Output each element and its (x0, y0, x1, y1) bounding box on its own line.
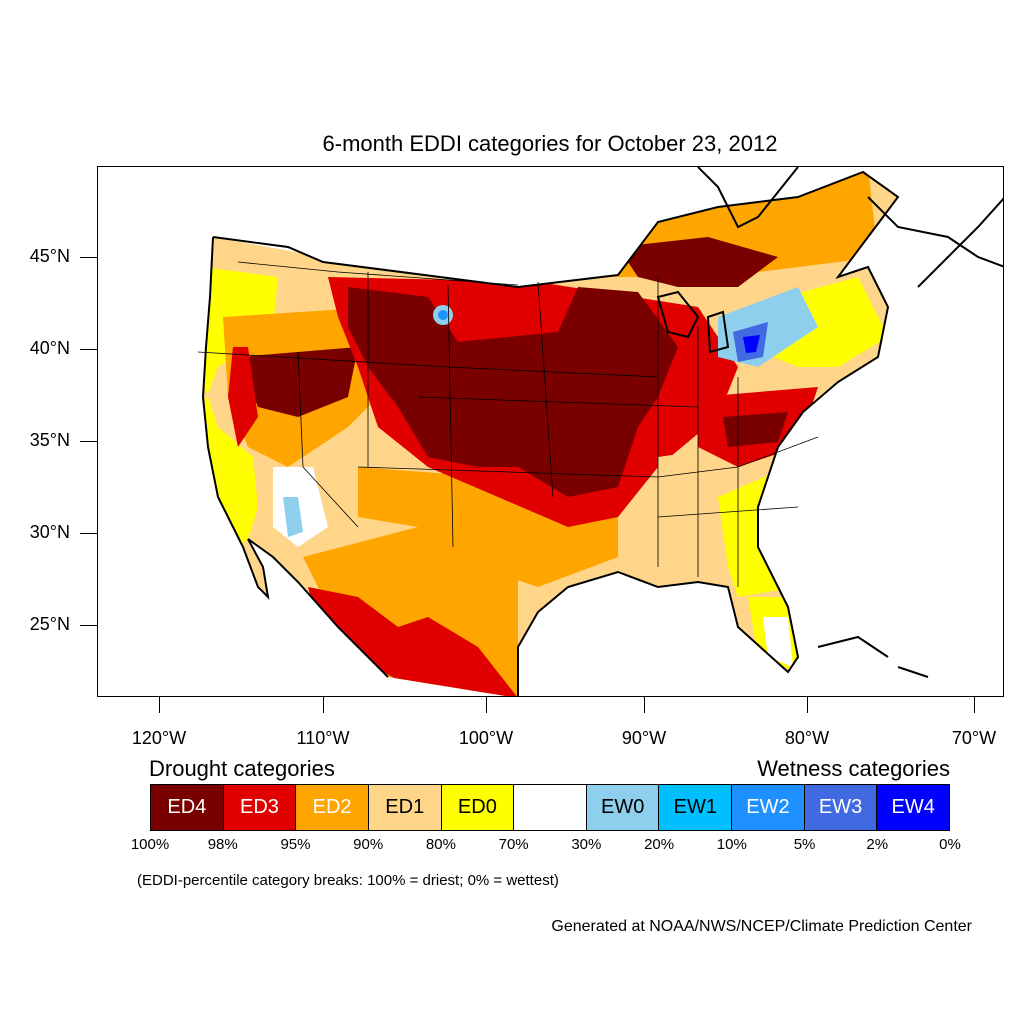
lon-label-120: 120°W (131, 728, 187, 748)
legend-percentile-label: 98% (207, 836, 238, 853)
legend-percentile-label: 70% (498, 836, 529, 853)
legend-colorbar: ED4 ED3 ED2 ED1 ED0 EW0 EW1 EW2 EW3 EW4 (150, 784, 950, 831)
legend-cell-ew4: EW4 (877, 785, 950, 830)
lon-label-100: 100°W (458, 728, 514, 748)
region-florida-ew0 (763, 617, 793, 667)
legend-percentile-label: 30% (571, 836, 602, 853)
lon-label-110: 110°W (296, 728, 350, 748)
region-mexico-ed3 (308, 587, 518, 696)
canada-coast (697, 167, 1003, 288)
legend-percentile-label: 5% (793, 836, 816, 853)
lat-tick-35 (80, 441, 97, 442)
lon-label-80: 80°W (784, 728, 830, 748)
legend-cell-ew3: EW3 (804, 785, 878, 830)
lat-label-45: 45°N (29, 246, 70, 266)
state-borders (197, 261, 819, 587)
legend-cell-ed2: ED2 (296, 785, 369, 830)
lon-tick-120 (159, 697, 160, 713)
region-montana-ew2 (438, 310, 448, 320)
lat-label-30: 30°N (29, 522, 70, 542)
legend-cell-ew2: EW2 (732, 785, 805, 830)
lon-label-70: 70°W (951, 728, 997, 748)
region-lakes-ed4 (618, 237, 778, 287)
chart-title: 6-month EDDI categories for October 23, … (322, 131, 778, 156)
legend-percentile-label: 10% (716, 836, 747, 853)
legend-cell-ew0: EW0 (586, 785, 660, 830)
legend-cell-ed1: ED1 (368, 785, 442, 830)
great-lakes (656, 290, 730, 354)
legend-wetness-heading: Wetness categories (757, 756, 950, 781)
legend-drought-heading: Drought categories (149, 756, 335, 781)
legend-cell-ew1: EW1 (659, 785, 733, 830)
lat-tick-40 (80, 349, 97, 350)
region-canada-ew (419, 208, 447, 236)
lon-tick-110 (323, 697, 324, 713)
legend-percentile-label: 0% (939, 836, 961, 853)
map-panel (97, 166, 1004, 697)
legend-percentile-label: 95% (280, 836, 311, 853)
credit-text: Generated at NOAA/NWS/NCEP/Climate Predi… (551, 918, 972, 935)
lat-tick-30 (80, 533, 97, 534)
region-ohio-ed4 (723, 412, 788, 447)
map-svg (197, 167, 1003, 696)
lat-label-25: 25°N (29, 614, 70, 634)
region-northeast-ew4 (743, 335, 760, 353)
legend-percentile-label: 90% (353, 836, 384, 853)
lat-label-40: 40°N (29, 338, 70, 358)
lon-tick-80 (807, 697, 808, 713)
lon-label-90: 90°W (621, 728, 667, 748)
coastline (201, 170, 900, 696)
lat-tick-45 (80, 257, 97, 258)
lon-tick-90 (644, 697, 645, 713)
lat-label-35: 35°N (29, 430, 70, 450)
caribbean-islands (817, 635, 929, 678)
region-basin-ed4 (238, 347, 358, 417)
legend-cell-neutral (514, 785, 587, 830)
legend-cell-ed3: ED3 (223, 785, 297, 830)
legend-percentile-label: 20% (644, 836, 675, 853)
legend-percentile-label: 100% (130, 836, 170, 853)
legend-percentile-label: 80% (425, 836, 456, 853)
lon-tick-70 (974, 697, 975, 713)
lon-tick-100 (486, 697, 487, 713)
legend-cell-ed0: ED0 (441, 785, 515, 830)
region-arizona-ew0 (283, 497, 303, 537)
region-basin-ed3 (228, 347, 258, 447)
region-central-ed4 (348, 287, 678, 497)
legend-cell-ed4: ED4 (151, 785, 224, 830)
legend-note: (EDDI-percentile category breaks: 100% =… (137, 872, 559, 889)
lat-tick-25 (80, 625, 97, 626)
legend-percentile-label: 2% (866, 836, 889, 853)
